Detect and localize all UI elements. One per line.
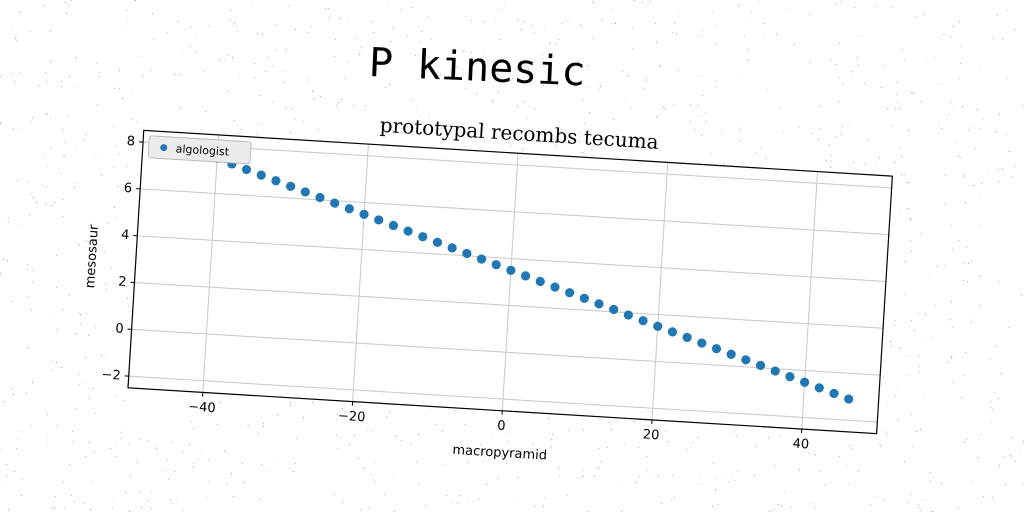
scatter-point xyxy=(755,360,766,371)
scatter-point xyxy=(462,248,472,259)
scatter-point xyxy=(638,316,648,326)
x-tick-label: −20 xyxy=(337,409,365,426)
y-tick-label: 4 xyxy=(121,228,130,243)
scatter-point xyxy=(785,372,795,382)
scatter-point xyxy=(667,327,678,337)
y-tick-label: 2 xyxy=(118,275,127,290)
scatter-point xyxy=(697,338,707,348)
scatter-point xyxy=(286,181,296,191)
scatter-point xyxy=(256,170,266,180)
legend: algologist xyxy=(147,135,252,165)
x-gridline xyxy=(651,162,669,420)
y-gridline xyxy=(140,188,889,236)
x-tick-label: 40 xyxy=(792,437,809,453)
scatter-point xyxy=(535,276,545,287)
scatter-point xyxy=(388,220,399,231)
scatter-point xyxy=(344,204,354,214)
scatter-point xyxy=(800,377,810,387)
scatter-point xyxy=(609,304,619,315)
scatter-point xyxy=(594,299,604,309)
x-tick-label: 20 xyxy=(642,427,659,443)
scatter-point xyxy=(579,293,589,303)
scatter-point xyxy=(315,192,325,203)
scatter-point xyxy=(741,355,751,365)
scatter-point xyxy=(300,187,310,197)
y-tick-label: 6 xyxy=(123,181,132,196)
scatter-point xyxy=(565,288,575,298)
x-gridline xyxy=(202,134,220,393)
x-tick-label: −40 xyxy=(188,400,216,417)
legend-label: algologist xyxy=(175,142,230,158)
scatter-point xyxy=(432,237,443,247)
y-tick-label: 0 xyxy=(115,321,124,336)
scatter-point xyxy=(726,349,736,359)
scatter-point xyxy=(506,265,516,275)
scatter-point xyxy=(550,282,560,292)
scatter-point xyxy=(403,226,413,236)
y-tick-label: 8 xyxy=(126,134,135,149)
x-tick-label: 0 xyxy=(497,418,506,433)
y-axis-label: mesosaur xyxy=(83,224,102,289)
scatter-point xyxy=(829,388,839,399)
y-gridline xyxy=(131,328,881,376)
scatter-point xyxy=(520,271,531,281)
scatter-point xyxy=(447,243,457,253)
scatter-point xyxy=(476,254,487,264)
scatter-point xyxy=(770,366,780,376)
scatter-point xyxy=(271,176,281,186)
y-gridline xyxy=(137,235,886,282)
scatter-point xyxy=(814,383,824,393)
x-gridline xyxy=(501,153,519,411)
legend-box xyxy=(147,135,252,165)
y-tick-label: −2 xyxy=(101,368,121,384)
y-gridline xyxy=(134,282,884,329)
x-gridline xyxy=(352,144,369,402)
x-axis-label: macropyramid xyxy=(452,443,547,464)
scatter-point xyxy=(653,321,663,331)
y-gridline xyxy=(143,141,892,189)
scatter-point xyxy=(844,394,854,404)
scatter-point xyxy=(711,344,722,354)
legend-marker xyxy=(160,144,168,152)
scatter-point xyxy=(491,260,501,270)
y-gridline xyxy=(128,375,878,423)
scatter-point xyxy=(330,198,340,208)
grid xyxy=(128,134,892,430)
scatter-point xyxy=(374,215,384,225)
scatter-point xyxy=(623,310,633,320)
scatter-point xyxy=(682,332,692,343)
scatter-point xyxy=(241,164,252,175)
scatter-point xyxy=(418,232,428,242)
scatter-point xyxy=(359,209,369,219)
